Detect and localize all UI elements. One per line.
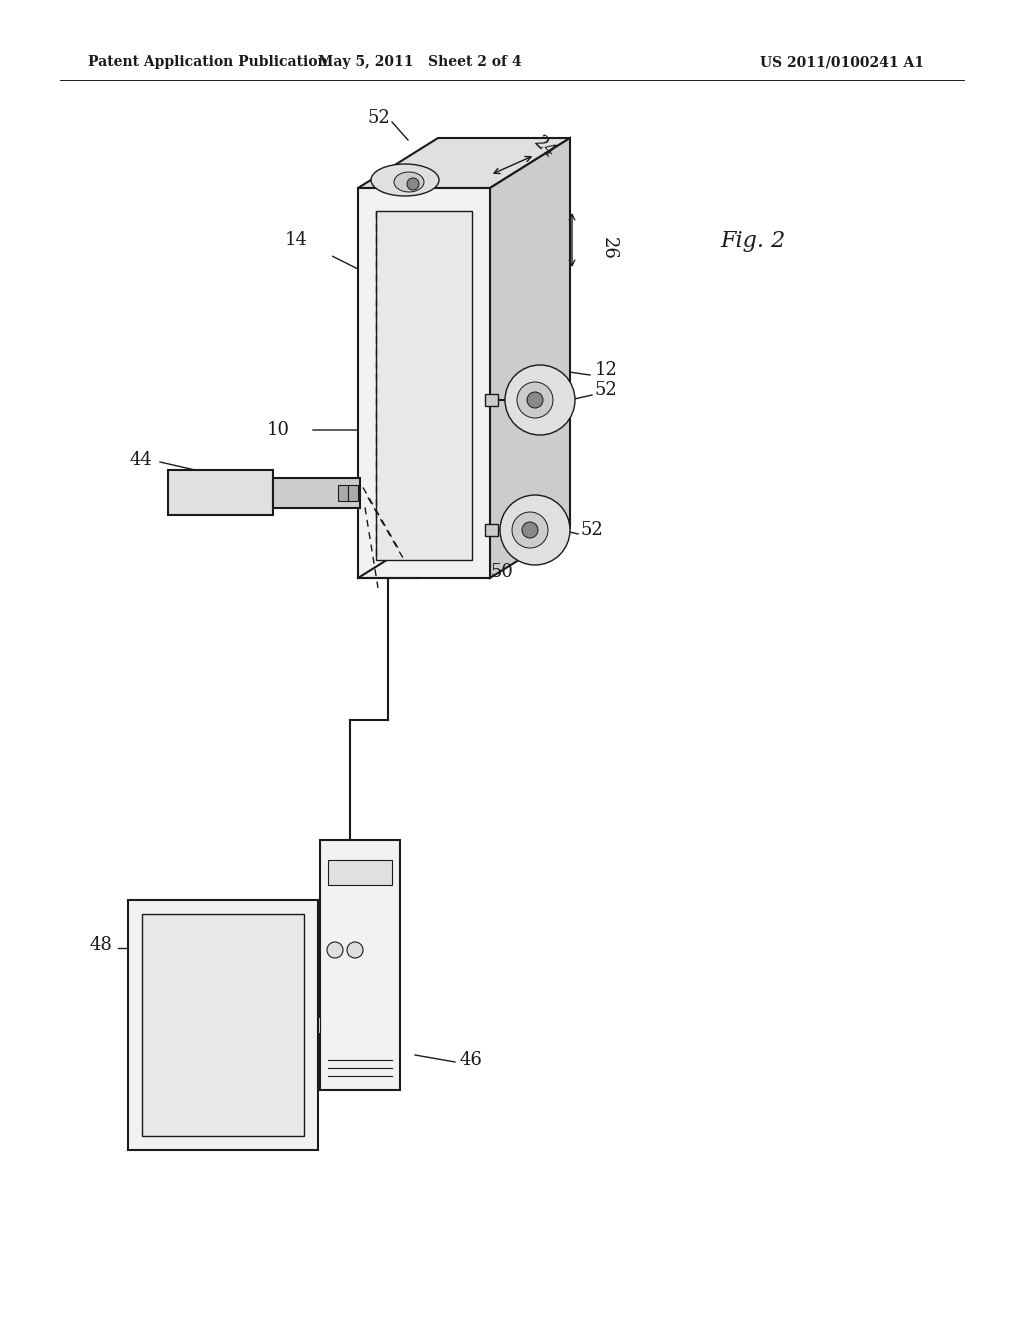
Polygon shape [142, 913, 304, 1137]
Polygon shape [318, 1016, 319, 1034]
Text: US 2011/0100241 A1: US 2011/0100241 A1 [760, 55, 924, 69]
Polygon shape [168, 470, 273, 515]
Circle shape [522, 521, 538, 539]
Text: 12: 12 [595, 360, 617, 379]
Ellipse shape [371, 164, 439, 195]
Text: May 5, 2011   Sheet 2 of 4: May 5, 2011 Sheet 2 of 4 [318, 55, 522, 69]
Text: 52: 52 [368, 110, 390, 127]
Polygon shape [490, 139, 570, 578]
Text: Fig. 2: Fig. 2 [720, 230, 785, 252]
Polygon shape [348, 484, 358, 500]
Polygon shape [319, 840, 400, 1090]
Text: 24: 24 [530, 133, 559, 162]
Polygon shape [338, 484, 348, 500]
Text: 48: 48 [89, 936, 112, 954]
Polygon shape [376, 211, 472, 560]
Text: 14: 14 [285, 231, 308, 249]
Circle shape [327, 942, 343, 958]
Polygon shape [273, 478, 360, 507]
Circle shape [517, 381, 553, 418]
Circle shape [512, 512, 548, 548]
Text: 50: 50 [490, 564, 513, 581]
Text: 52: 52 [595, 381, 617, 399]
Polygon shape [485, 393, 498, 407]
Text: 46: 46 [460, 1051, 483, 1069]
Text: 52: 52 [580, 521, 603, 539]
Circle shape [347, 942, 362, 958]
Polygon shape [485, 524, 498, 536]
Ellipse shape [394, 172, 424, 191]
Polygon shape [358, 139, 570, 187]
Polygon shape [328, 861, 392, 884]
Text: Patent Application Publication: Patent Application Publication [88, 55, 328, 69]
Circle shape [505, 366, 575, 436]
Circle shape [407, 178, 419, 190]
Text: 26: 26 [600, 236, 618, 260]
Polygon shape [358, 187, 490, 578]
Circle shape [527, 392, 543, 408]
Text: 44: 44 [129, 451, 152, 469]
Text: 10: 10 [267, 421, 290, 440]
Circle shape [500, 495, 570, 565]
Polygon shape [128, 900, 318, 1150]
